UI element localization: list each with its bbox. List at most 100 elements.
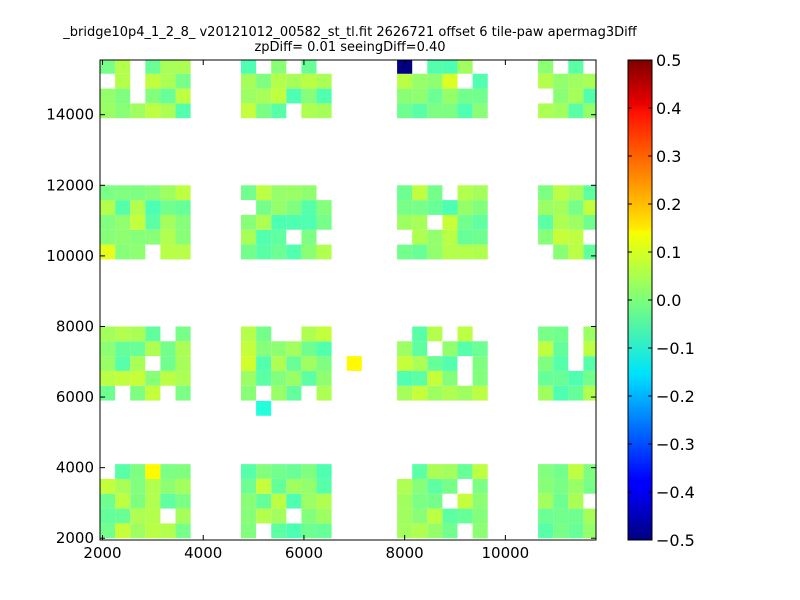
y-axis: 2000 4000 6000 8000 10000 12000 14000 — [46, 106, 596, 547]
heatmap-cell — [457, 214, 473, 230]
heatmap-cell — [583, 523, 596, 539]
heatmap-cell — [412, 341, 428, 357]
colorbar-tick-label: 0.2 — [656, 195, 681, 214]
heatmap-cell — [568, 478, 584, 494]
heatmap-cell — [316, 370, 332, 386]
heatmap-cell — [412, 73, 428, 89]
heatmap-cell — [316, 88, 332, 104]
heatmap-cell — [175, 244, 191, 260]
heatmap-cell — [145, 464, 161, 479]
heatmap-cell — [553, 493, 569, 509]
heatmap-cell — [427, 326, 443, 342]
heatmap-cell — [397, 341, 413, 357]
heatmap-cell — [427, 464, 443, 479]
heatmap-cell — [346, 356, 362, 371]
heatmap-cell — [412, 385, 428, 401]
heatmap-cell — [240, 464, 257, 479]
heatmap-cell — [160, 341, 176, 357]
heatmap-cell — [100, 244, 116, 260]
heatmap-cell — [286, 214, 302, 230]
heatmap-cell — [286, 200, 302, 215]
y-tick-label: 8000 — [56, 317, 94, 335]
heatmap-cell — [472, 103, 488, 119]
heatmap-cell — [457, 60, 473, 74]
heatmap-cell — [301, 464, 317, 479]
heatmap-cell — [160, 214, 176, 230]
heatmap-cell — [100, 200, 116, 215]
heatmap-cell — [271, 370, 287, 386]
heatmap-cell — [145, 88, 161, 104]
heatmap-cell — [145, 326, 161, 342]
heatmap-cell — [397, 508, 413, 524]
heatmap-cell — [583, 478, 596, 494]
heatmap-cell — [538, 508, 554, 524]
heatmap-cell — [160, 464, 176, 479]
heatmap-cell — [538, 103, 554, 119]
heatmap-cell — [412, 200, 428, 215]
heatmap-cell — [286, 341, 302, 357]
heatmap-cell — [301, 493, 317, 509]
heatmap-cell — [286, 493, 302, 509]
heatmap-cell — [457, 341, 473, 357]
heatmap-cell — [130, 493, 146, 509]
heatmap-cell — [301, 60, 317, 74]
heatmap-cell — [553, 523, 569, 539]
heatmap-cell — [301, 523, 317, 539]
heatmap-cell — [286, 244, 302, 260]
heatmap-cell — [538, 60, 554, 74]
heatmap-cell — [568, 103, 584, 119]
heatmap-cell — [583, 326, 596, 342]
heatmap-cell — [472, 341, 488, 357]
heatmap-cell — [130, 214, 146, 230]
heatmap-cell — [145, 385, 161, 401]
heatmap-cell — [160, 244, 176, 260]
heatmap-cell — [316, 523, 332, 539]
heatmap-cell — [568, 214, 584, 230]
heatmap-cell — [286, 356, 302, 371]
heatmap-cell — [316, 103, 332, 119]
heatmap-cell — [286, 478, 302, 494]
heatmap-cell — [427, 229, 443, 245]
heatmap-cell — [115, 200, 131, 215]
heatmap-cell — [472, 73, 488, 89]
heatmap-cell — [301, 229, 317, 245]
heatmap-cell — [427, 200, 443, 215]
heatmap-cell — [175, 200, 191, 215]
heatmap-cell — [256, 103, 272, 119]
heatmap-cell — [130, 326, 146, 342]
heatmap-cell — [240, 385, 257, 401]
heatmap-cell — [271, 464, 287, 479]
heatmap-cell — [145, 523, 161, 539]
y-tick-label: 6000 — [56, 388, 94, 406]
heatmap-cell — [538, 326, 554, 342]
heatmap-cell — [115, 60, 131, 74]
heatmap-cell — [397, 523, 413, 539]
y-tick-label: 14000 — [46, 106, 94, 124]
heatmap-cell — [412, 493, 428, 509]
heatmap-cell — [301, 73, 317, 89]
heatmap-cell — [240, 356, 257, 371]
heatmap-cell — [160, 60, 176, 74]
heatmap-cell — [442, 523, 458, 539]
heatmap-cell — [442, 356, 458, 371]
heatmap-cell — [472, 370, 488, 386]
heatmap-cell — [538, 464, 554, 479]
heatmap-cell — [130, 464, 146, 479]
heatmap-cell — [100, 185, 116, 201]
heatmap-cell — [240, 103, 257, 119]
heatmap-cell — [568, 493, 584, 509]
heatmap-cell — [583, 214, 596, 230]
heatmap-cell — [160, 523, 176, 539]
colorbar-ticks: 0.5 0.4 0.3 0.2 0.1 0.0 −0.1 −0.2 −0.3 −0.4 −0.5 — [628, 51, 695, 550]
heatmap-cell — [145, 229, 161, 245]
heatmap-cell — [457, 229, 473, 245]
heatmap-cell — [568, 370, 584, 386]
heatmap-cell — [442, 464, 458, 479]
heatmap-cell — [175, 356, 191, 371]
heatmap-cell — [472, 244, 488, 260]
heatmap-cell — [442, 508, 458, 524]
heatmap-cell — [583, 200, 596, 215]
heatmap-cell — [100, 478, 116, 494]
heatmap-cell — [583, 464, 596, 479]
colorbar-tick-label: −0.1 — [656, 339, 695, 358]
